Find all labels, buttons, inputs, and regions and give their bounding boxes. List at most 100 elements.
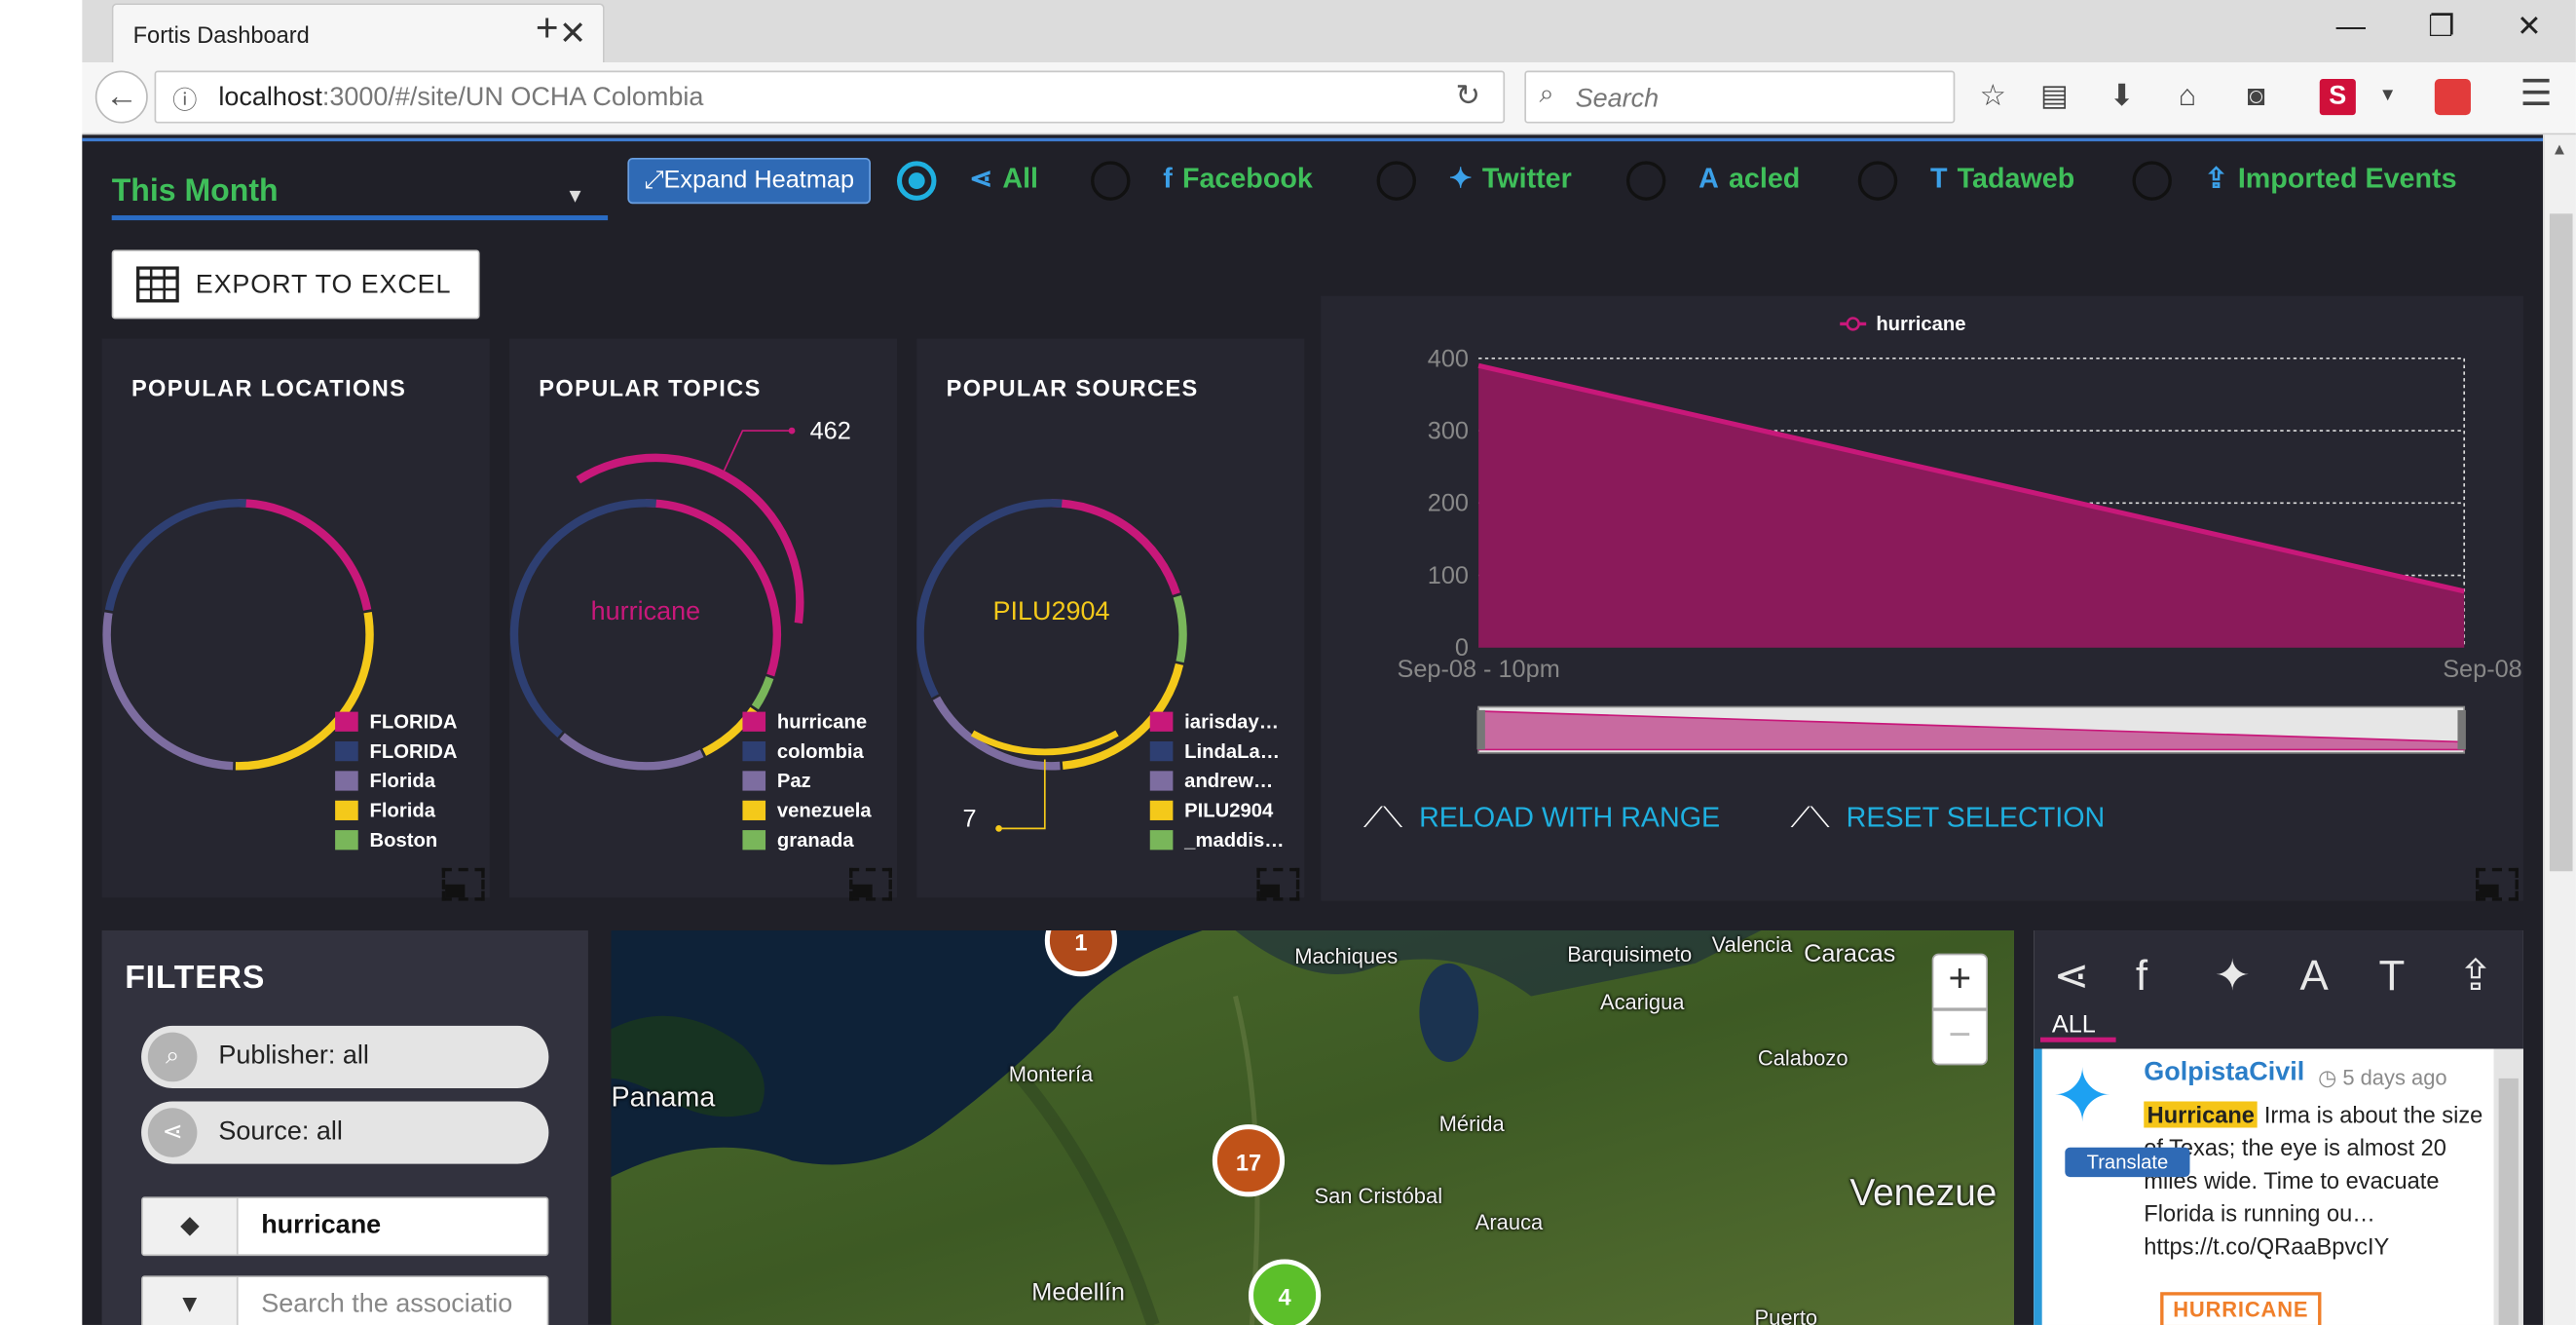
donut-slice[interactable]: [1062, 662, 1184, 770]
export-excel-button[interactable]: EXPORT TO EXCEL: [111, 249, 480, 320]
legend-item[interactable]: andrew…: [1149, 766, 1285, 795]
range-handle-right[interactable]: [2457, 709, 2466, 750]
publisher-filter[interactable]: ⌕ Publisher: all: [141, 1025, 549, 1088]
keyword-filter[interactable]: ◆ hurricane: [141, 1196, 549, 1257]
donut-slice[interactable]: [509, 499, 657, 738]
zoom-in-button[interactable]: +: [1931, 953, 1989, 1010]
new-tab-icon[interactable]: +: [535, 6, 559, 52]
association-search-input[interactable]: ▼ Search the associatio: [141, 1275, 549, 1325]
feed-post[interactable]: ✦ GolpistaCivil ◷ 5 days ago Hurricane I…: [2034, 1048, 2494, 1325]
resize-handle-icon[interactable]: [849, 867, 892, 901]
radio-acled[interactable]: [1625, 161, 1666, 201]
legend-item[interactable]: Florida: [335, 796, 457, 825]
source-facebook[interactable]: f Facebook: [1163, 163, 1313, 195]
page-scrollbar[interactable]: ▲: [2543, 134, 2576, 1325]
restore-icon[interactable]: ❐: [2428, 10, 2455, 43]
radio-all[interactable]: [896, 161, 937, 201]
extension-bug-icon[interactable]: [2434, 78, 2471, 116]
legend-item[interactable]: hurricane: [742, 707, 871, 737]
scroll-thumb[interactable]: [2498, 1078, 2519, 1325]
post-author[interactable]: GolpistaCivil: [2144, 1058, 2305, 1087]
expand-heatmap-button[interactable]: ⤢Expand Heatmap: [627, 157, 872, 205]
series-line-hurricane[interactable]: [1477, 362, 2465, 594]
legend-item[interactable]: Florida: [335, 766, 457, 795]
source-tadaweb[interactable]: T Tadaweb: [1929, 163, 2075, 195]
legend-item[interactable]: FLORIDA: [335, 707, 457, 737]
legend-item[interactable]: venezuela: [742, 796, 872, 825]
radio-twitter[interactable]: [1376, 161, 1417, 201]
resize-handle-icon[interactable]: [2476, 867, 2519, 901]
close-tab-icon[interactable]: ✕: [558, 16, 587, 53]
home-icon[interactable]: ⌂: [2178, 78, 2197, 112]
scroll-up-icon[interactable]: ▲: [2551, 141, 2568, 160]
twitter-icon[interactable]: ✦: [2214, 950, 2251, 1000]
extension-menu-caret-icon[interactable]: ▼: [2378, 85, 2397, 105]
filters-panel: FILTERS ⌕ Publisher: all ⋖ Source: all ◆…: [101, 930, 588, 1325]
close-window-icon[interactable]: ✕: [2517, 10, 2542, 43]
extension-s-icon[interactable]: S: [2319, 78, 2356, 116]
share-icon[interactable]: ⋖: [2053, 950, 2090, 1000]
heatmap-map[interactable]: Machiques Barquisimeto Valencia Caracas …: [611, 930, 2015, 1325]
reset-selection-button[interactable]: ⟋⟍ RESET SELECTION: [1790, 802, 2106, 834]
legend-item[interactable]: granada: [742, 825, 871, 854]
source-imported-events[interactable]: ⇪ Imported Events: [2204, 163, 2457, 195]
source-filter[interactable]: ⋖ Source: all: [141, 1101, 549, 1164]
donut-slice[interactable]: [751, 676, 774, 710]
donut-slice[interactable]: [1173, 594, 1187, 663]
facebook-icon[interactable]: f: [2135, 950, 2148, 1000]
radio-imported-events[interactable]: [2132, 161, 2172, 201]
info-icon[interactable]: ⓘ: [172, 87, 198, 116]
reload-icon[interactable]: ↻: [1455, 78, 1480, 112]
series-area-hurricane[interactable]: [1478, 365, 2465, 648]
url-bar[interactable]: ⓘ localhost:3000/#/site/UN OCHA Colombia: [154, 70, 1506, 124]
source-all[interactable]: ⋖ All: [969, 163, 1039, 195]
reload-range-button[interactable]: ⟋⟍ RELOAD WITH RANGE: [1363, 802, 1721, 834]
upload-icon[interactable]: ⇪: [2457, 950, 2494, 1000]
browser-tab[interactable]: Fortis Dashboard ✕: [111, 3, 605, 63]
legend-item[interactable]: Boston: [335, 825, 457, 854]
hamburger-menu-icon[interactable]: ☰: [2520, 72, 2553, 114]
legend-item[interactable]: _maddis…: [1149, 825, 1285, 854]
translate-button[interactable]: Translate: [2065, 1147, 2190, 1178]
scroll-thumb[interactable]: [2549, 213, 2573, 872]
pocket-icon[interactable]: ◙: [2247, 78, 2265, 112]
tag-badge[interactable]: HURRICANE: [2160, 1292, 2322, 1325]
feed-scrollbar[interactable]: [2493, 1048, 2523, 1325]
download-icon[interactable]: ⬇: [2109, 78, 2135, 112]
legend-item[interactable]: PILU2904: [1149, 796, 1285, 825]
legend-item[interactable]: FLORIDA: [335, 737, 457, 766]
minimize-icon[interactable]: —: [2335, 10, 2366, 43]
chart-legend[interactable]: hurricane: [1840, 314, 1966, 335]
period-dropdown[interactable]: This Month ▼: [111, 170, 609, 221]
donut-slice[interactable]: [1051, 499, 1180, 595]
tab-all[interactable]: ALL: [2051, 1010, 2096, 1040]
legend-item[interactable]: Paz: [742, 766, 871, 795]
range-handle-left[interactable]: [1476, 709, 1485, 750]
donut-slice[interactable]: [238, 499, 372, 611]
legend-item[interactable]: iarisday…: [1149, 707, 1285, 737]
donut-slice[interactable]: [932, 696, 1061, 771]
letter-a-icon[interactable]: A: [2299, 950, 2329, 1000]
browser-search-input[interactable]: ⌕ Search: [1524, 70, 1956, 124]
donut-slice[interactable]: [645, 499, 781, 677]
radio-facebook[interactable]: [1091, 161, 1131, 201]
donut-slice[interactable]: [559, 733, 704, 771]
resize-handle-icon[interactable]: [1256, 867, 1300, 901]
source-twitter[interactable]: ✦ Twitter: [1448, 163, 1572, 195]
map-cluster[interactable]: 4: [1248, 1259, 1322, 1325]
back-arrow-icon[interactable]: ←: [94, 70, 148, 124]
donut-slice[interactable]: [102, 612, 234, 771]
donut-slice[interactable]: [916, 499, 1063, 699]
resize-handle-icon[interactable]: [441, 867, 485, 901]
legend-item[interactable]: colombia: [742, 737, 871, 766]
letter-t-icon[interactable]: T: [2378, 950, 2406, 1000]
radio-tadaweb[interactable]: [1857, 161, 1898, 201]
donut-slice[interactable]: [104, 499, 246, 612]
zoom-out-button[interactable]: −: [1931, 1009, 1989, 1066]
upload-icon: ⇪: [2204, 163, 2228, 195]
legend-item[interactable]: LindaLa…: [1149, 737, 1285, 766]
bookmark-star-icon[interactable]: ☆: [1979, 78, 2006, 112]
map-cluster[interactable]: 17: [1212, 1124, 1286, 1197]
reading-list-icon[interactable]: ▤: [2040, 78, 2069, 112]
